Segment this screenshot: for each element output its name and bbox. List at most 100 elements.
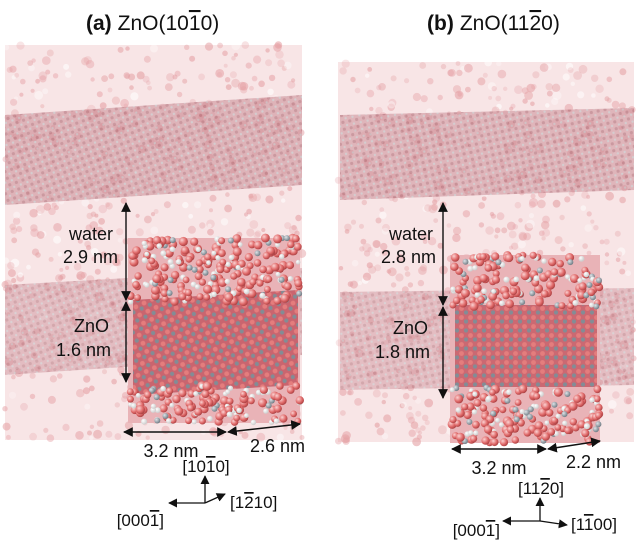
water-molecule-faint <box>607 400 617 409</box>
hydrogen-atom <box>572 300 579 306</box>
water-molecule-faint <box>528 213 535 219</box>
box-depth: 2.2 nm <box>566 452 621 472</box>
oxygen-atom <box>220 396 230 406</box>
hydrogen-atom <box>228 254 235 261</box>
water-molecule-faint <box>55 274 63 282</box>
oxygen-atom <box>194 272 203 281</box>
water-molecule-faint <box>27 60 34 66</box>
water-molecule-faint <box>81 57 90 66</box>
oxygen-atom <box>548 257 557 267</box>
hydrogen-atom <box>503 276 510 283</box>
water-molecule-faint <box>374 264 382 272</box>
water-molecule-faint <box>408 406 413 411</box>
water-molecule-faint <box>382 392 388 399</box>
oxygen-atom <box>450 253 460 262</box>
hydrogen-atom <box>144 282 150 288</box>
water-molecule-faint <box>30 224 38 232</box>
water-molecule-faint <box>363 250 371 257</box>
water-molecule-faint <box>518 218 523 223</box>
hydrogen-atom <box>225 261 231 267</box>
water-molecule-faint <box>568 242 574 248</box>
water-molecule-faint <box>94 213 99 218</box>
zinc-atom <box>265 402 272 409</box>
oxygen-atom <box>489 394 498 403</box>
water-molecule-faint <box>372 389 381 398</box>
water-molecule-faint <box>343 436 350 443</box>
water-molecule-faint <box>374 251 380 257</box>
oxygen-atom <box>504 253 514 263</box>
hydrogen-atom <box>194 284 200 290</box>
water-molecule-faint <box>163 201 171 209</box>
water-molecule-faint <box>418 266 427 275</box>
hydrogen-atom <box>207 415 213 422</box>
oxygen-atom <box>224 405 233 414</box>
hydrogen-atom <box>468 430 474 436</box>
oxygen-atom <box>550 268 559 276</box>
water-molecule-faint <box>129 85 134 90</box>
panel-a-depth-dimension: 2.6 nm <box>227 420 305 456</box>
oxygen-atom <box>232 247 242 257</box>
water-molecule-faint <box>150 44 158 53</box>
water-molecule-faint <box>519 233 527 241</box>
water-molecule-faint <box>350 219 357 225</box>
water-molecule-faint <box>253 55 262 64</box>
water-molecule-faint <box>615 257 621 263</box>
water-molecule-faint <box>424 398 434 408</box>
water-molecule-faint <box>366 89 375 98</box>
oxygen-atom <box>505 299 514 309</box>
oxygen-atom <box>469 301 479 311</box>
oxygen-atom <box>286 261 295 270</box>
zinc-atom <box>162 413 169 419</box>
water-molecule-faint <box>373 240 381 248</box>
hydrogen-atom <box>263 408 269 414</box>
water-molecule-faint <box>494 234 499 239</box>
hydrogen-atom <box>481 288 487 295</box>
water-molecule-faint <box>338 266 344 271</box>
oxygen-atom <box>150 285 160 295</box>
water-molecule-faint <box>116 228 124 236</box>
water-molecule-faint <box>427 78 434 85</box>
water-molecule-faint <box>545 83 553 91</box>
zinc-atom <box>227 237 234 244</box>
oxygen-atom <box>203 293 211 301</box>
water-molecule-faint <box>105 202 110 208</box>
water-molecule-faint <box>381 399 386 405</box>
hydrogen-atom <box>577 278 583 283</box>
water-molecule-faint <box>387 103 395 112</box>
water-molecule-faint <box>625 398 632 405</box>
water-molecule-faint <box>419 62 427 69</box>
water-molecule-faint <box>487 82 496 91</box>
zno-thickness: 1.8 nm <box>375 342 430 362</box>
water-molecule-faint <box>488 95 493 100</box>
oxygen-atom <box>514 399 522 406</box>
oxygen-atom <box>520 271 530 281</box>
water-molecule-faint <box>367 246 373 253</box>
water-molecule-faint <box>477 77 486 86</box>
hydrogen-atom <box>191 419 197 425</box>
oxygen-atom <box>134 294 141 302</box>
water-molecule-faint <box>83 387 90 395</box>
hydrogen-atom <box>565 274 571 280</box>
water-molecule-faint <box>478 222 485 228</box>
water-molecule-faint <box>573 71 582 80</box>
water-molecule-faint <box>53 235 62 244</box>
water-molecule-faint <box>115 260 122 267</box>
hydrogen-atom <box>211 250 217 256</box>
oxygen-atom <box>185 417 192 425</box>
water-molecule-faint <box>45 69 51 75</box>
oxygen-atom <box>535 297 544 307</box>
hydrogen-atom <box>449 387 455 393</box>
water-molecule-faint <box>432 199 438 205</box>
water-molecule-faint <box>96 420 104 427</box>
water-molecule-faint <box>462 210 471 218</box>
water-molecule-faint <box>209 194 217 202</box>
water-molecule-faint <box>412 395 418 401</box>
oxygen-atom <box>567 302 575 310</box>
water-molecule-faint <box>369 106 374 112</box>
zinc-atom <box>529 290 536 297</box>
water-molecule-faint <box>344 229 350 234</box>
oxygen-atom <box>279 414 288 423</box>
water-molecule-faint <box>374 422 380 428</box>
water-molecule-faint <box>249 85 254 91</box>
zinc-atom <box>283 235 290 242</box>
